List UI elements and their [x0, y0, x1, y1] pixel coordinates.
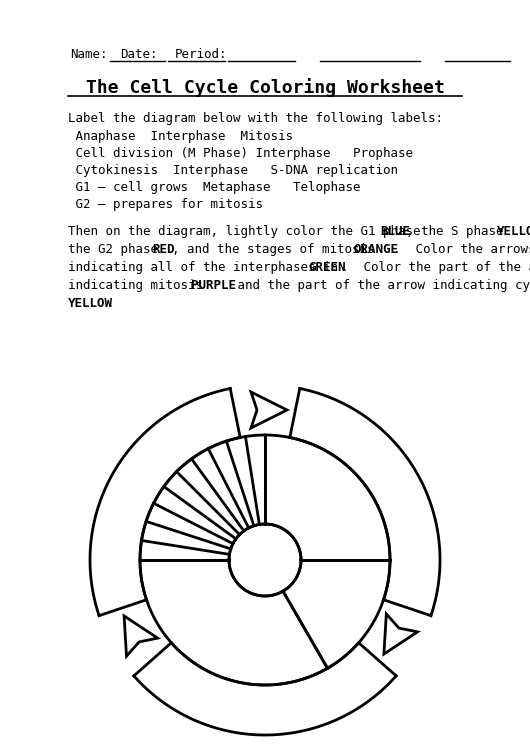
Text: GREEN: GREEN: [308, 261, 346, 274]
Text: .  Color the arrows: . Color the arrows: [393, 243, 530, 256]
Text: G1 – cell grows  Metaphase   Telophase: G1 – cell grows Metaphase Telophase: [68, 181, 360, 194]
Text: indicating all of the interphases in: indicating all of the interphases in: [68, 261, 346, 274]
Text: the G2 phase: the G2 phase: [68, 243, 165, 256]
Text: Cytokinesis  Interphase   S-DNA replication: Cytokinesis Interphase S-DNA replication: [68, 164, 398, 177]
Text: , the S phase: , the S phase: [406, 225, 511, 238]
Text: ORANGE: ORANGE: [354, 243, 399, 256]
Text: Cell division (M Phase) Interphase   Prophase: Cell division (M Phase) Interphase Proph…: [68, 147, 413, 160]
Text: , and the stages of mitosis: , and the stages of mitosis: [172, 243, 382, 256]
Text: Name:: Name:: [70, 48, 108, 61]
Polygon shape: [384, 614, 418, 654]
Text: indicating mitosis: indicating mitosis: [68, 279, 210, 292]
Text: Anaphase  Interphase  Mitosis: Anaphase Interphase Mitosis: [68, 130, 293, 143]
Text: PURPLE: PURPLE: [191, 279, 236, 292]
Text: The Cell Cycle Coloring Worksheet: The Cell Cycle Coloring Worksheet: [85, 78, 445, 97]
Text: Label the diagram below with the following labels:: Label the diagram below with the followi…: [68, 112, 443, 125]
Text: Date:: Date:: [120, 48, 157, 61]
Text: YELLOW: YELLOW: [497, 225, 530, 238]
Text: Then on the diagram, lightly color the G1 phase: Then on the diagram, lightly color the G…: [68, 225, 428, 238]
Text: RED: RED: [153, 243, 175, 256]
Text: .: .: [107, 297, 114, 310]
Text: G2 – prepares for mitosis: G2 – prepares for mitosis: [68, 198, 263, 211]
Text: BLUE: BLUE: [380, 225, 410, 238]
Text: .  Color the part of the arrow: . Color the part of the arrow: [341, 261, 530, 274]
Text: Period:: Period:: [175, 48, 227, 61]
Polygon shape: [124, 616, 158, 656]
Polygon shape: [251, 392, 287, 428]
Text: YELLOW: YELLOW: [68, 297, 113, 310]
Text: and the part of the arrow indicating cytokinesis: and the part of the arrow indicating cyt…: [231, 279, 530, 292]
